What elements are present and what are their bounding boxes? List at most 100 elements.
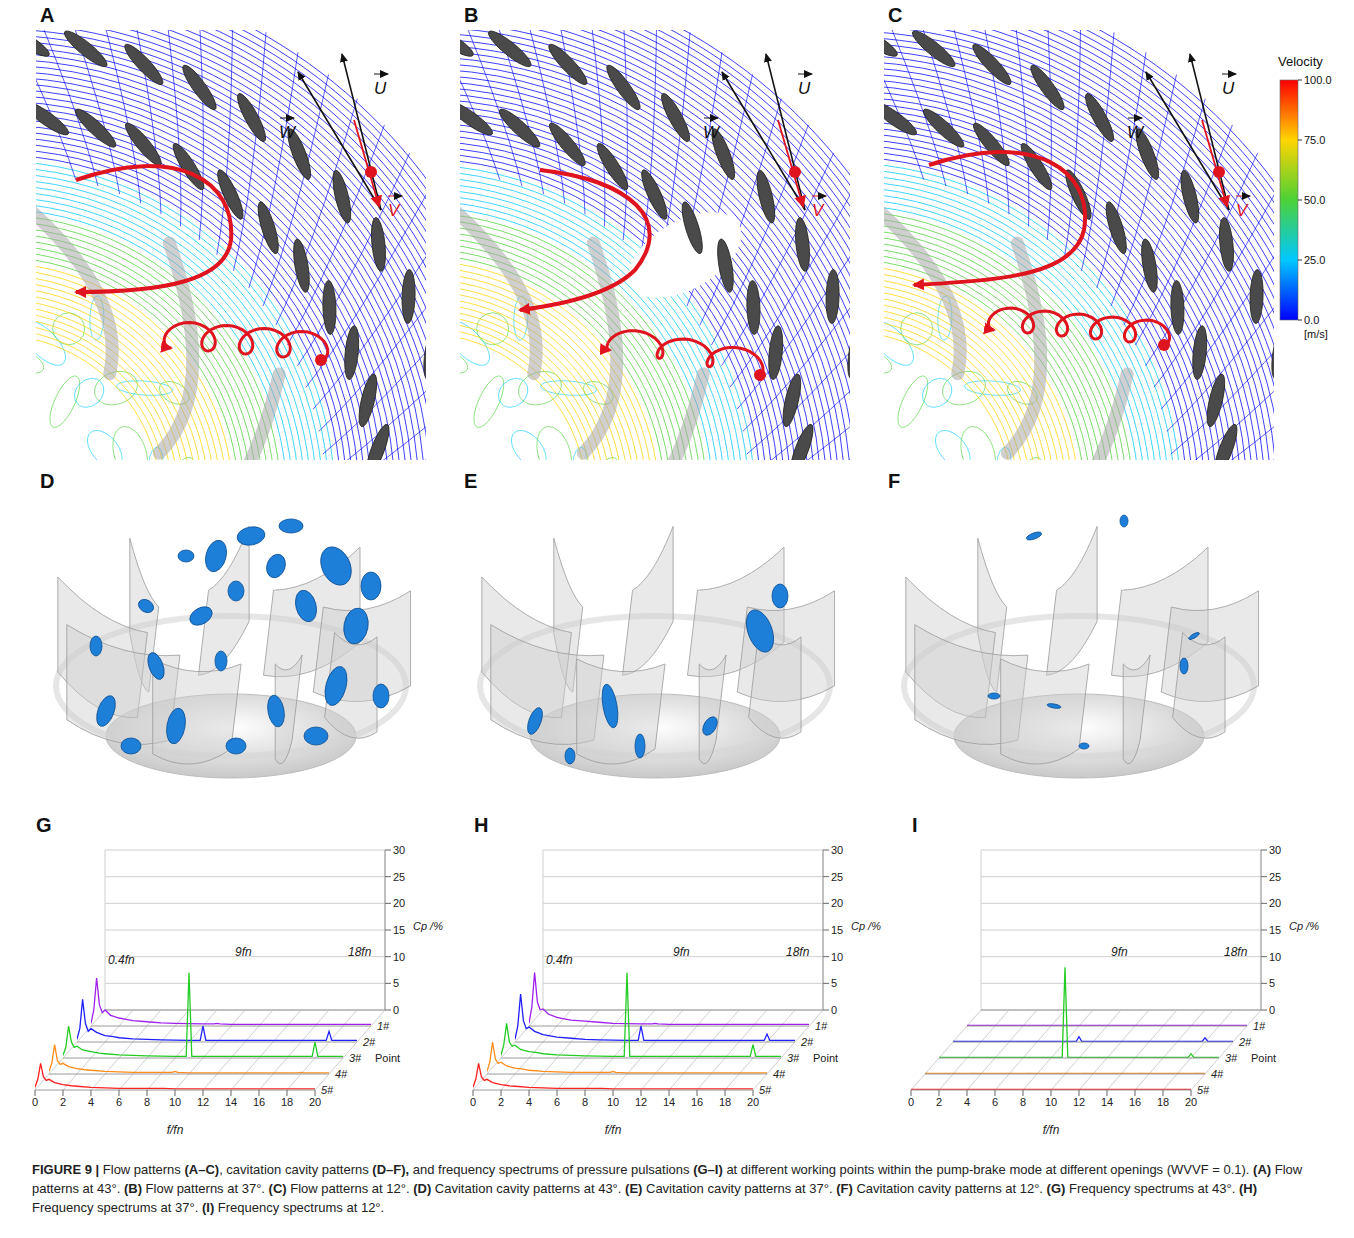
svg-text:12: 12	[635, 1096, 647, 1108]
svg-text:5: 5	[1269, 977, 1275, 989]
svg-text:30: 30	[1269, 844, 1281, 856]
svg-text:3#: 3#	[787, 1052, 800, 1064]
svg-text:12: 12	[1073, 1096, 1085, 1108]
svg-text:0: 0	[470, 1096, 476, 1108]
svg-text:14: 14	[225, 1096, 237, 1108]
svg-text:4#: 4#	[1211, 1068, 1224, 1080]
svg-text:8: 8	[582, 1096, 588, 1108]
svg-text:18: 18	[719, 1096, 731, 1108]
svg-text:W: W	[279, 123, 297, 142]
svg-text:Cp /%: Cp /%	[851, 920, 881, 932]
svg-text:4: 4	[88, 1096, 94, 1108]
svg-text:V: V	[1236, 201, 1249, 220]
svg-text:75.0: 75.0	[1304, 134, 1325, 146]
svg-text:10: 10	[831, 951, 843, 963]
svg-text:8: 8	[1020, 1096, 1026, 1108]
svg-text:14: 14	[1101, 1096, 1113, 1108]
svg-text:W: W	[703, 123, 721, 142]
svg-text:9fn: 9fn	[235, 945, 252, 959]
svg-text:0.0: 0.0	[1304, 314, 1319, 326]
svg-text:4: 4	[526, 1096, 532, 1108]
svg-text:18fn: 18fn	[786, 945, 810, 959]
svg-text:1#: 1#	[377, 1020, 390, 1032]
svg-text:3#: 3#	[349, 1052, 362, 1064]
svg-text:2#: 2#	[1238, 1036, 1252, 1048]
svg-text:W: W	[1127, 123, 1145, 142]
svg-text:20: 20	[1185, 1096, 1197, 1108]
svg-text:16: 16	[1129, 1096, 1141, 1108]
svg-text:9fn: 9fn	[1111, 945, 1128, 959]
svg-text:6: 6	[554, 1096, 560, 1108]
svg-text:15: 15	[831, 924, 843, 936]
svg-text:50.0: 50.0	[1304, 194, 1325, 206]
svg-text:V: V	[388, 201, 401, 220]
svg-text:U: U	[374, 79, 387, 98]
svg-text:16: 16	[691, 1096, 703, 1108]
svg-text:Cp /%: Cp /%	[413, 920, 443, 932]
svg-text:12: 12	[197, 1096, 209, 1108]
svg-text:f/fn: f/fn	[167, 1123, 184, 1137]
svg-text:18: 18	[281, 1096, 293, 1108]
svg-text:10: 10	[1045, 1096, 1057, 1108]
svg-text:Point: Point	[1251, 1052, 1276, 1064]
svg-text:0: 0	[831, 1004, 837, 1016]
svg-text:15: 15	[393, 924, 405, 936]
svg-text:3#: 3#	[1225, 1052, 1238, 1064]
svg-text:f/fn: f/fn	[1043, 1123, 1060, 1137]
svg-text:1#: 1#	[815, 1020, 828, 1032]
svg-text:1#: 1#	[1253, 1020, 1266, 1032]
svg-text:20: 20	[1269, 897, 1281, 909]
svg-text:30: 30	[831, 844, 843, 856]
svg-text:0.4fn: 0.4fn	[108, 953, 135, 967]
svg-text:Point: Point	[375, 1052, 400, 1064]
svg-text:5#: 5#	[759, 1084, 772, 1096]
svg-text:0.4fn: 0.4fn	[546, 953, 573, 967]
svg-text:0: 0	[908, 1096, 914, 1108]
svg-text:5: 5	[831, 977, 837, 989]
svg-text:f/fn: f/fn	[605, 1123, 622, 1137]
svg-text:Velocity: Velocity	[1278, 54, 1323, 69]
svg-text:0: 0	[393, 1004, 399, 1016]
svg-text:10: 10	[607, 1096, 619, 1108]
svg-text:25: 25	[1269, 871, 1281, 883]
svg-text:30: 30	[393, 844, 405, 856]
svg-text:25: 25	[831, 871, 843, 883]
svg-text:18fn: 18fn	[1224, 945, 1248, 959]
svg-text:6: 6	[992, 1096, 998, 1108]
svg-text:6: 6	[116, 1096, 122, 1108]
svg-text:8: 8	[144, 1096, 150, 1108]
svg-text:0: 0	[1269, 1004, 1275, 1016]
svg-text:4#: 4#	[335, 1068, 348, 1080]
svg-text:10: 10	[393, 951, 405, 963]
svg-text:0: 0	[32, 1096, 38, 1108]
svg-text:18fn: 18fn	[348, 945, 372, 959]
svg-text:16: 16	[253, 1096, 265, 1108]
svg-text:15: 15	[1269, 924, 1281, 936]
svg-text:U: U	[798, 79, 811, 98]
svg-text:5#: 5#	[1197, 1084, 1210, 1096]
svg-text:18: 18	[1157, 1096, 1169, 1108]
svg-text:20: 20	[309, 1096, 321, 1108]
svg-text:20: 20	[747, 1096, 759, 1108]
svg-text:9fn: 9fn	[673, 945, 690, 959]
svg-text:U: U	[1222, 79, 1235, 98]
svg-text:2#: 2#	[800, 1036, 814, 1048]
svg-text:V: V	[812, 201, 825, 220]
svg-text:Point: Point	[813, 1052, 838, 1064]
svg-text:5#: 5#	[321, 1084, 334, 1096]
svg-text:20: 20	[393, 897, 405, 909]
svg-text:Cp /%: Cp /%	[1289, 920, 1319, 932]
svg-text:4#: 4#	[773, 1068, 786, 1080]
svg-text:2: 2	[936, 1096, 942, 1108]
svg-text:2: 2	[498, 1096, 504, 1108]
svg-text:25: 25	[393, 871, 405, 883]
svg-text:2#: 2#	[362, 1036, 376, 1048]
svg-text:10: 10	[169, 1096, 181, 1108]
svg-text:10: 10	[1269, 951, 1281, 963]
svg-text:[m/s]: [m/s]	[1304, 328, 1328, 340]
svg-text:20: 20	[831, 897, 843, 909]
svg-text:2: 2	[60, 1096, 66, 1108]
svg-text:14: 14	[663, 1096, 675, 1108]
svg-text:25.0: 25.0	[1304, 254, 1325, 266]
svg-text:100.0: 100.0	[1304, 74, 1332, 86]
